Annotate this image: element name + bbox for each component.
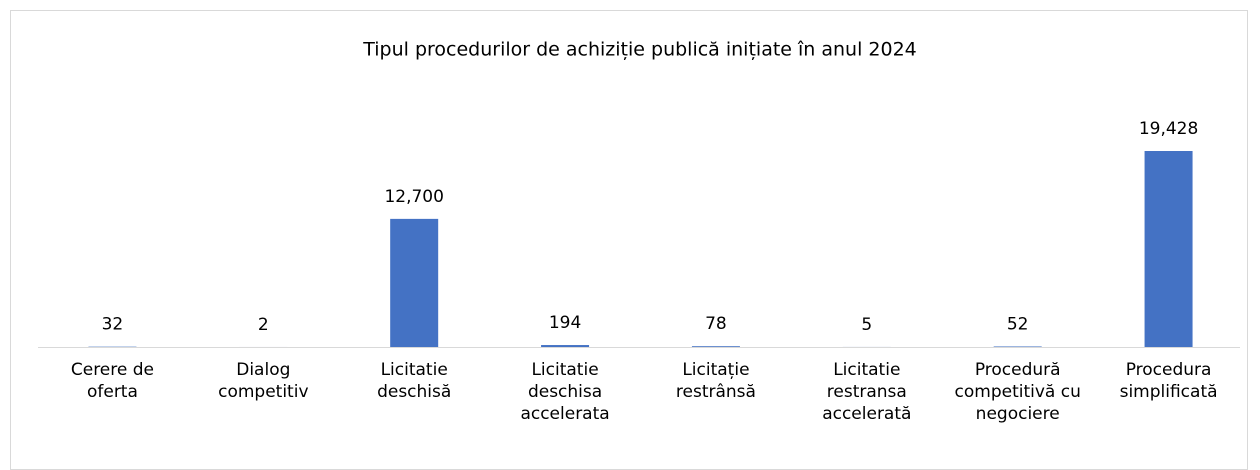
value-label: 5 xyxy=(861,315,872,335)
chart-title: Tipul procedurilor de achiziție publică … xyxy=(362,39,917,61)
value-label: 32 xyxy=(102,315,124,335)
bar xyxy=(541,345,589,347)
bar xyxy=(1145,151,1193,347)
value-label: 194 xyxy=(549,313,581,333)
value-label: 78 xyxy=(705,314,727,334)
value-label: 19,428 xyxy=(1139,119,1198,139)
x-tick-label: Procedură competitivă cu negociere xyxy=(950,359,1086,425)
x-tick-label: Licitatie restransa accelerată xyxy=(799,359,935,425)
page: Tipul procedurilor de achiziție publică … xyxy=(0,0,1260,457)
value-label: 52 xyxy=(1007,314,1029,334)
x-tick-label: Licitatie deschisa accelerata xyxy=(497,359,633,425)
x-tick-label: Procedura simplificată xyxy=(1101,359,1237,403)
bar xyxy=(994,346,1042,347)
bar xyxy=(692,346,740,347)
x-tick-label: Dialog competitiv xyxy=(195,359,331,403)
x-tick-label: Cerere de oferta xyxy=(44,359,180,403)
x-tick-label: Licitatie deschisă xyxy=(346,359,482,403)
value-label: 2 xyxy=(258,315,269,335)
value-label: 12,700 xyxy=(384,187,443,207)
bar xyxy=(390,219,438,347)
x-tick-label: Licitație restrânsă xyxy=(648,359,784,403)
